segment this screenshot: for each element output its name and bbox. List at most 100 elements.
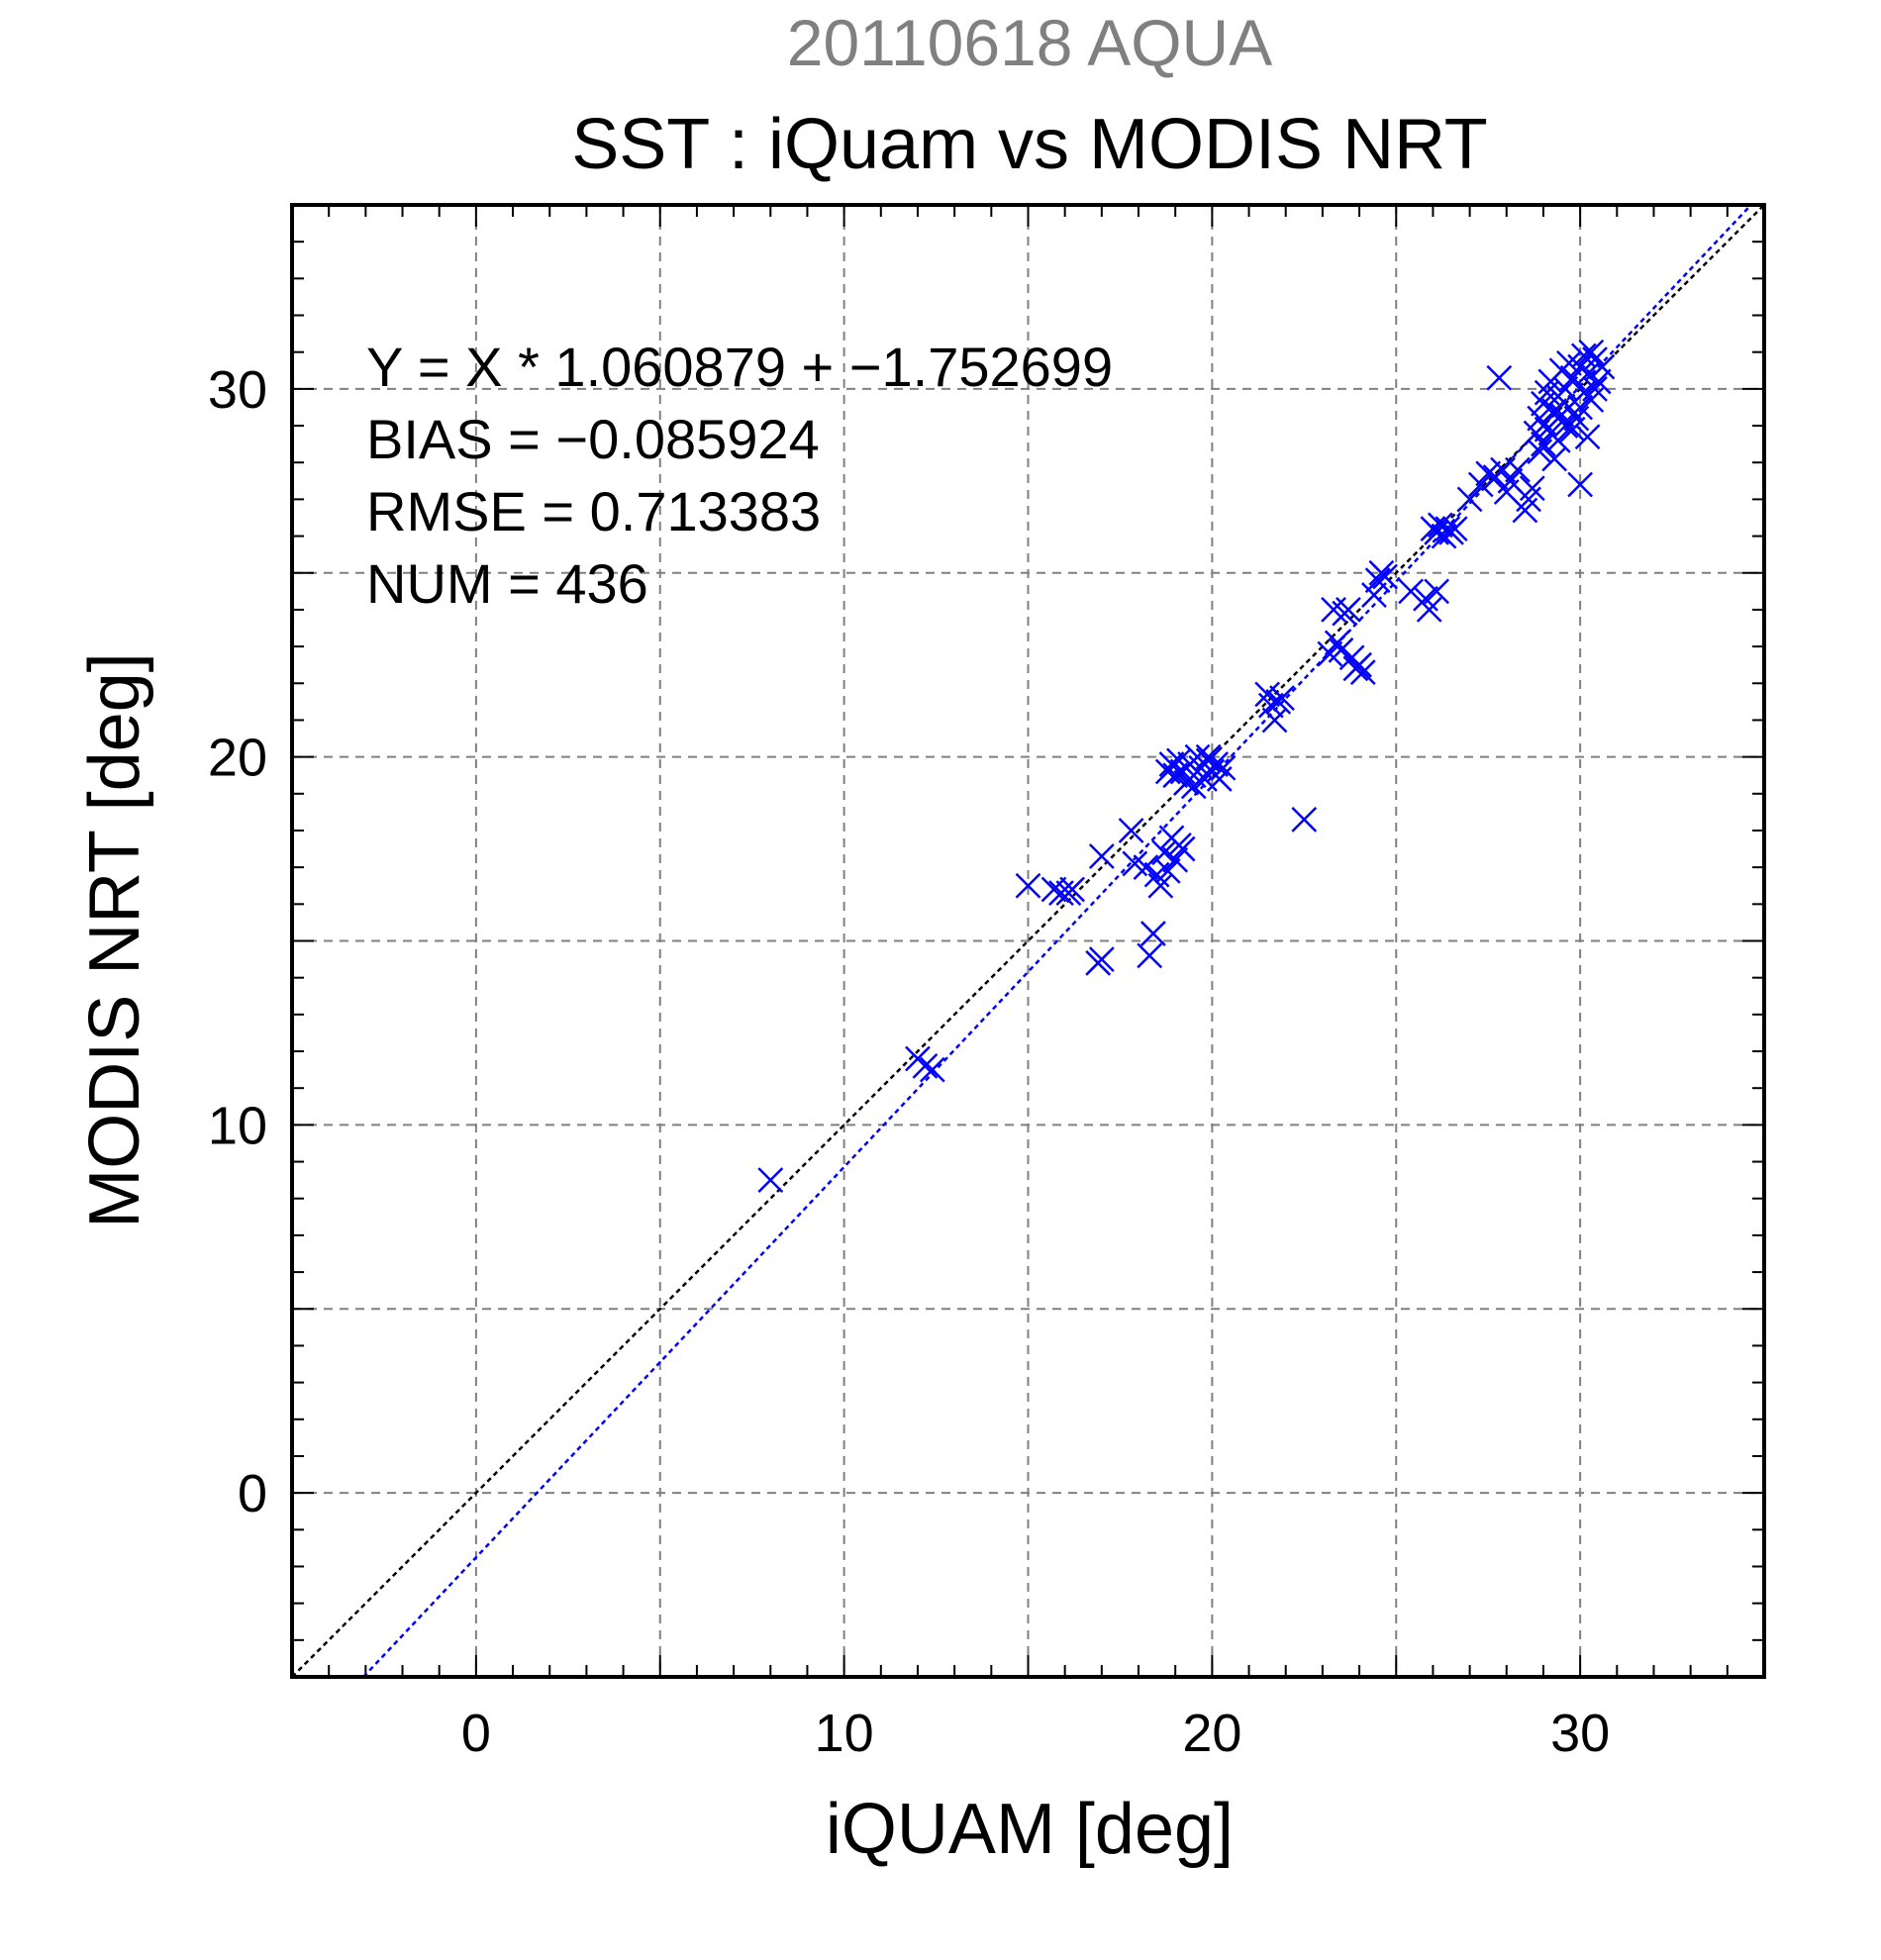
data-point-stroke xyxy=(912,1053,939,1079)
data-point-stroke xyxy=(1180,773,1207,800)
data-point xyxy=(1416,597,1442,623)
data-point-stroke xyxy=(1570,343,1597,369)
data-point xyxy=(1328,637,1354,663)
data-point xyxy=(1361,582,1387,608)
data-point xyxy=(1336,597,1361,623)
data-point-stroke xyxy=(1162,762,1189,789)
data-point xyxy=(1534,379,1560,406)
data-point xyxy=(1162,762,1189,789)
data-point-stroke xyxy=(1574,424,1601,450)
data-point-stroke xyxy=(1349,659,1376,686)
data-point xyxy=(1059,876,1085,903)
data-point xyxy=(1195,743,1222,770)
stats-equation: Y = X * 1.060879 + −1.752699 xyxy=(366,336,1113,398)
data-point xyxy=(1527,439,1553,464)
data-points xyxy=(757,339,1616,1194)
data-point-stroke xyxy=(1531,431,1556,457)
data-point-stroke xyxy=(1336,597,1361,623)
data-point-stroke xyxy=(1122,850,1148,877)
data-point-stroke xyxy=(1133,854,1159,881)
data-point-stroke xyxy=(1527,439,1553,464)
data-point xyxy=(912,1053,939,1079)
data-point xyxy=(1570,343,1597,369)
data-point xyxy=(1567,471,1594,498)
data-point xyxy=(1118,818,1144,843)
data-point xyxy=(1582,375,1608,402)
x-tick-label: 30 xyxy=(1550,1704,1610,1763)
data-point-stroke xyxy=(1519,475,1545,502)
data-point xyxy=(1346,651,1372,678)
data-point-stroke xyxy=(1195,743,1222,770)
data-point xyxy=(1154,758,1181,785)
data-point xyxy=(1269,685,1295,712)
reference-lines xyxy=(291,204,1765,1678)
data-point xyxy=(1585,368,1612,395)
data-point-stroke xyxy=(1431,523,1457,549)
data-point-stroke xyxy=(1269,685,1295,712)
y-axis-label: MODIS NRT [deg] xyxy=(75,652,154,1228)
data-point-stroke xyxy=(1541,445,1567,472)
data-point xyxy=(1154,857,1181,884)
data-point-stroke xyxy=(1559,416,1586,442)
data-point xyxy=(1556,349,1582,376)
data-point-stroke xyxy=(1427,512,1453,539)
data-point-stroke xyxy=(1291,806,1318,833)
data-point-stroke xyxy=(1585,368,1612,395)
data-point-stroke xyxy=(1589,353,1616,380)
data-point xyxy=(1467,471,1494,498)
data-point-stroke xyxy=(1475,460,1502,487)
data-point-stroke xyxy=(1040,876,1067,903)
data-point-stroke xyxy=(1169,835,1196,862)
data-point-stroke xyxy=(1154,758,1181,785)
data-point-stroke xyxy=(1505,456,1531,483)
y-tick-label: 0 xyxy=(238,1464,267,1523)
data-point xyxy=(1548,402,1575,428)
data-point-stroke xyxy=(1158,751,1185,777)
data-point xyxy=(1424,578,1450,605)
data-point xyxy=(1210,754,1237,781)
data-point-stroke xyxy=(1328,637,1354,663)
x-tick-label: 10 xyxy=(815,1704,874,1763)
data-point xyxy=(1040,876,1067,903)
data-point xyxy=(1527,405,1553,432)
stats-bias: BIAS = −0.085924 xyxy=(366,408,820,470)
data-point xyxy=(919,1056,945,1083)
data-point xyxy=(1291,806,1318,833)
data-point-stroke xyxy=(1361,582,1387,608)
data-point xyxy=(1372,563,1398,590)
data-point xyxy=(1180,773,1207,800)
data-point xyxy=(1364,567,1391,594)
data-point xyxy=(1559,364,1586,391)
data-point xyxy=(1456,486,1483,513)
data-point-stroke xyxy=(1140,921,1166,946)
x-tick-label: 0 xyxy=(461,1704,491,1763)
data-point-stroke xyxy=(1398,578,1425,605)
plot-frame xyxy=(290,203,1766,1679)
data-point-stroke xyxy=(1578,339,1605,365)
data-point-stroke xyxy=(1556,349,1582,376)
data-point-stroke xyxy=(1537,420,1564,446)
stats-num: NUM = 436 xyxy=(366,552,648,615)
data-point-stroke xyxy=(1154,857,1181,884)
data-point-stroke xyxy=(1346,651,1372,678)
data-point xyxy=(1169,835,1196,862)
data-point-stroke xyxy=(1552,413,1579,439)
data-point-stroke xyxy=(1015,872,1041,899)
data-point xyxy=(1088,843,1115,869)
data-point xyxy=(1589,353,1616,380)
data-point-stroke xyxy=(1261,707,1288,734)
data-point-stroke xyxy=(1162,846,1189,873)
data-point-stroke xyxy=(1088,843,1115,869)
data-point-stroke xyxy=(1424,578,1450,605)
chart-title: SST : iQuam vs MODIS NRT xyxy=(571,105,1488,184)
data-point xyxy=(1559,416,1586,442)
data-point xyxy=(1431,523,1457,549)
data-point-stroke xyxy=(1456,486,1483,513)
data-point-stroke xyxy=(1416,597,1442,623)
data-point-stroke xyxy=(1257,692,1284,719)
data-point-stroke xyxy=(1413,585,1438,612)
data-point-stroke xyxy=(1527,405,1553,432)
data-point-stroke xyxy=(1118,818,1144,843)
data-point xyxy=(1578,339,1605,365)
